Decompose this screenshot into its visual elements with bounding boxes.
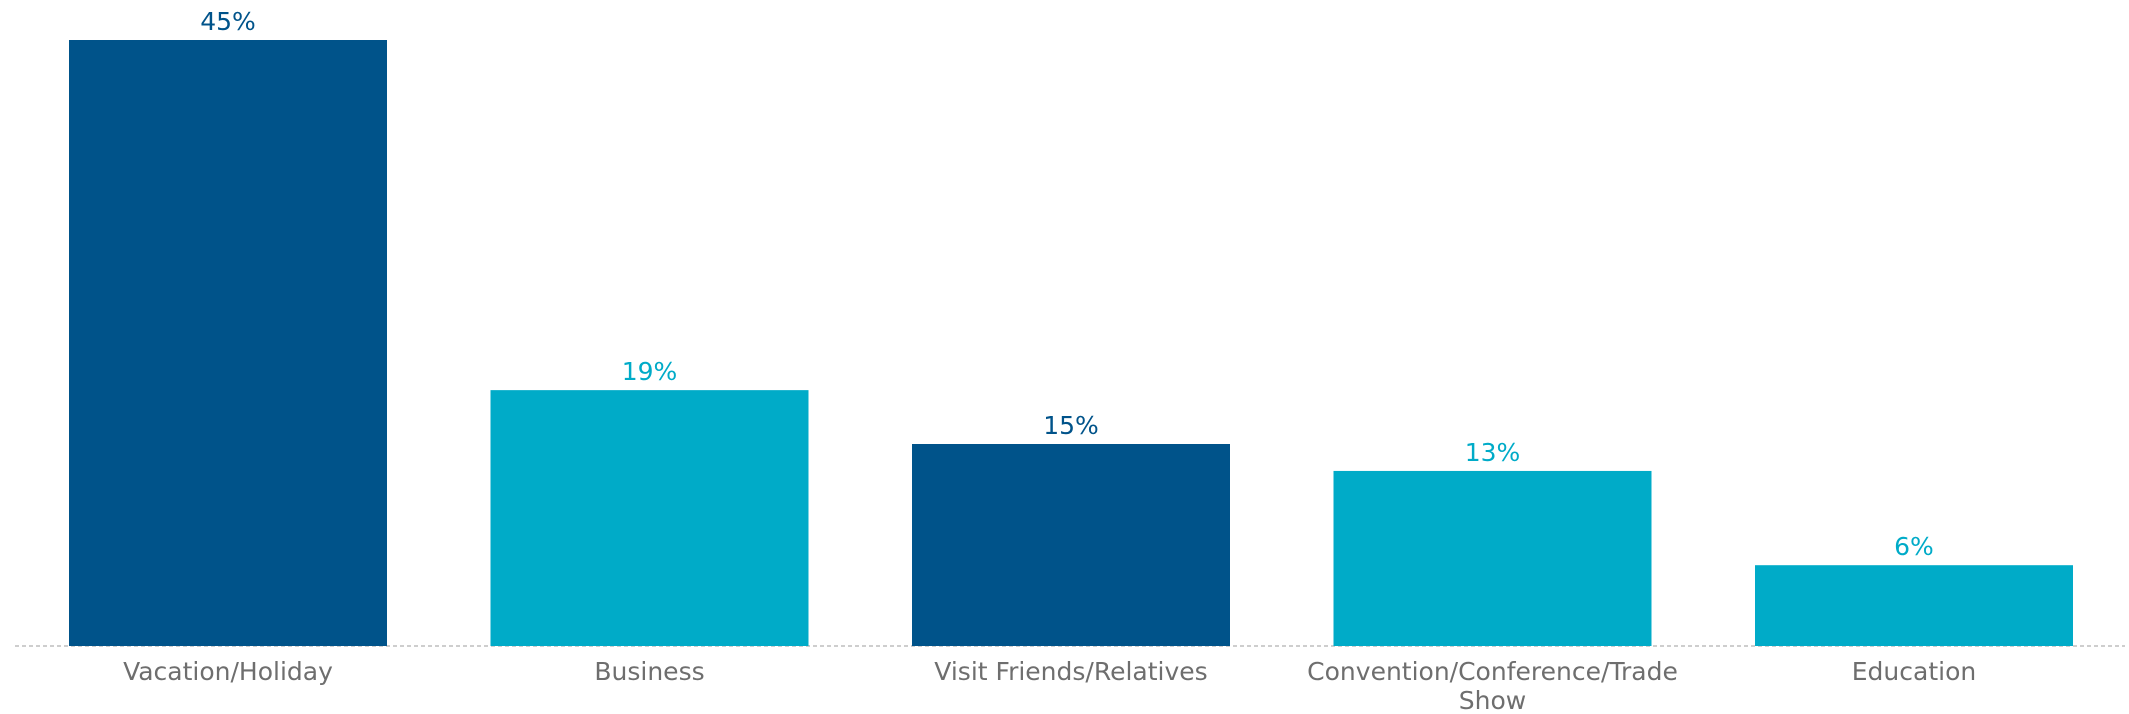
bar — [1333, 470, 1652, 646]
bar-value-label: 45% — [200, 7, 256, 36]
bar — [1755, 565, 2073, 646]
category-label: Show — [1459, 686, 1526, 714]
bar-value-label: 6% — [1894, 532, 1934, 561]
category-label: Business — [594, 657, 704, 686]
bar — [69, 40, 387, 646]
category-label: Vacation/Holiday — [123, 657, 333, 686]
value-labels-group: 45% 19% 15% 13% 6% — [200, 7, 1934, 561]
category-label: Convention/Conference/Trade — [1307, 657, 1678, 686]
category-labels-group: Vacation/Holiday Business Visit Friends/Re… — [123, 657, 1976, 714]
bar-value-label: 13% — [1465, 438, 1521, 467]
bar — [912, 444, 1230, 646]
bar-value-label: 19% — [622, 357, 678, 386]
category-label: Visit Friends/Relatives — [934, 657, 1207, 686]
bars-group — [69, 40, 2073, 646]
bar-value-label: 15% — [1043, 411, 1099, 440]
bar — [490, 390, 809, 646]
category-label: Education — [1852, 657, 1976, 686]
